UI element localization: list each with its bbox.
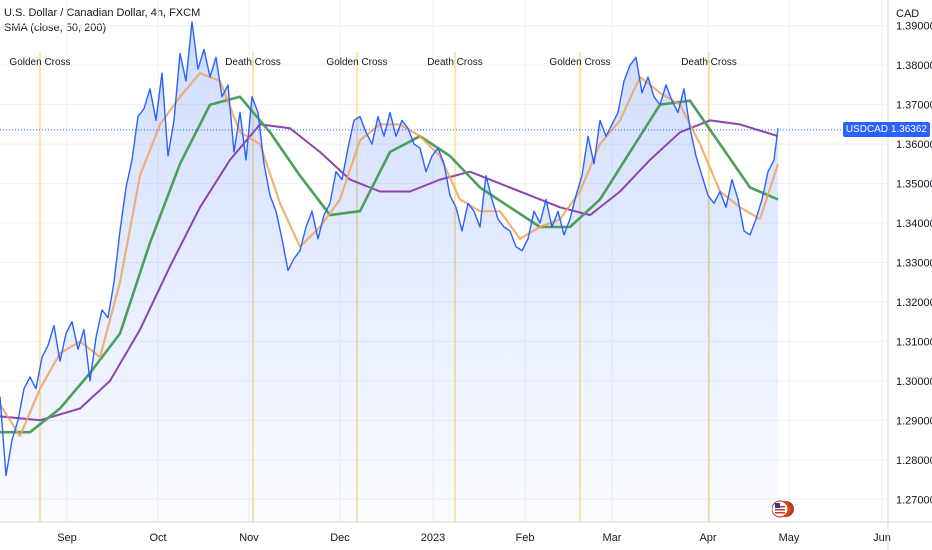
symbol-label: USDCAD bbox=[845, 123, 889, 135]
x-tick-label: Dec bbox=[330, 532, 350, 544]
x-tick-label: 2023 bbox=[421, 532, 445, 544]
x-tick-label: Feb bbox=[516, 532, 535, 544]
annotation-label: Golden Cross bbox=[326, 57, 387, 68]
y-tick-label: 1.27000 bbox=[896, 494, 932, 506]
x-tick-label: Sep bbox=[57, 532, 77, 544]
price-label: 1.36362 bbox=[890, 123, 927, 135]
x-tick-label: Apr bbox=[699, 532, 716, 544]
y-tick-label: 1.39000 bbox=[896, 21, 932, 33]
series-line-sma-mid bbox=[0, 95, 779, 434]
last-price-badge: USDCAD 1.36362 bbox=[842, 121, 930, 137]
us-flag-icon[interactable] bbox=[772, 498, 794, 520]
x-tick-label: Nov bbox=[239, 532, 259, 544]
y-tick-label: 1.30000 bbox=[896, 376, 932, 388]
y-tick-label: 1.37000 bbox=[896, 100, 932, 112]
y-tick-label: 1.34000 bbox=[896, 218, 932, 230]
y-tick-label: 1.28000 bbox=[896, 455, 932, 467]
currency-label: CAD bbox=[896, 8, 919, 20]
x-tick-label: Jun bbox=[873, 532, 891, 544]
indicator-label: SMA (close, 50, 200) bbox=[4, 22, 107, 34]
y-tick-label: 1.29000 bbox=[896, 415, 932, 427]
y-tick-label: 1.36000 bbox=[896, 139, 932, 151]
y-tick-label: 1.38000 bbox=[896, 60, 932, 72]
y-tick-label: 1.33000 bbox=[896, 258, 932, 270]
y-tick-label: 1.31000 bbox=[896, 336, 932, 348]
x-tick-label: Mar bbox=[603, 532, 622, 544]
series-line-sma-slow bbox=[0, 119, 779, 422]
annotation-label: Death Cross bbox=[225, 57, 281, 68]
series-line-price bbox=[0, 21, 779, 477]
y-tick-label: 1.32000 bbox=[896, 297, 932, 309]
annotation-label: Death Cross bbox=[427, 57, 483, 68]
annotation-label: Death Cross bbox=[681, 57, 737, 68]
x-tick-label: May bbox=[779, 532, 800, 544]
chart-title: U.S. Dollar / Canadian Dollar, 4h, FXCM bbox=[4, 7, 201, 19]
y-tick-label: 1.35000 bbox=[896, 179, 932, 191]
x-tick-label: Oct bbox=[149, 532, 166, 544]
annotation-label: Golden Cross bbox=[549, 57, 610, 68]
annotation-label: Golden Cross bbox=[9, 57, 70, 68]
price-area-fill bbox=[0, 21, 778, 523]
chart-legend: U.S. Dollar / Canadian Dollar, 4h, FXCM … bbox=[4, 6, 200, 36]
